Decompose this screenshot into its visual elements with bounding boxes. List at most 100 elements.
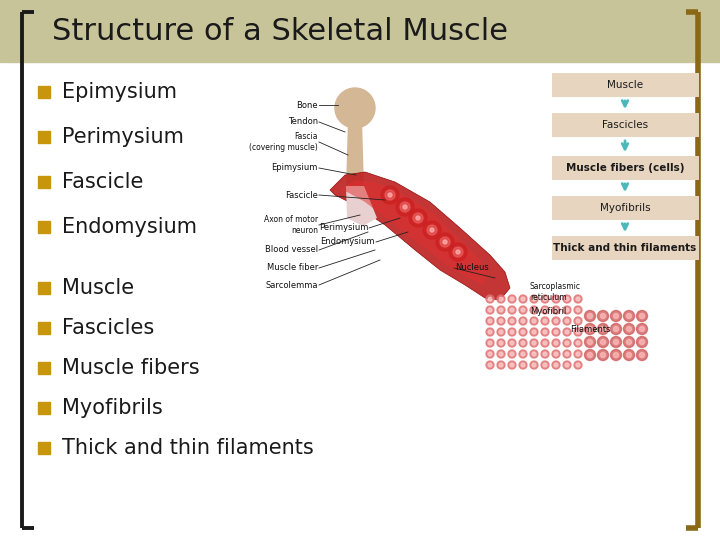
Circle shape xyxy=(565,330,569,334)
Bar xyxy=(0,0,720,62)
Circle shape xyxy=(554,319,558,323)
Circle shape xyxy=(532,319,536,323)
Circle shape xyxy=(499,341,503,345)
Circle shape xyxy=(416,216,420,220)
Text: Perimysium: Perimysium xyxy=(319,224,368,233)
Bar xyxy=(38,322,50,334)
Circle shape xyxy=(554,341,558,345)
Circle shape xyxy=(423,221,441,239)
Circle shape xyxy=(436,233,454,251)
Circle shape xyxy=(611,323,621,334)
Circle shape xyxy=(598,336,608,348)
Circle shape xyxy=(554,308,558,312)
Circle shape xyxy=(530,317,538,325)
Circle shape xyxy=(563,339,571,347)
Circle shape xyxy=(486,295,494,303)
Circle shape xyxy=(585,349,595,361)
Bar xyxy=(38,131,50,143)
Circle shape xyxy=(488,319,492,323)
Circle shape xyxy=(521,363,525,367)
Circle shape xyxy=(499,352,503,356)
Circle shape xyxy=(598,349,608,361)
Circle shape xyxy=(611,349,621,361)
Circle shape xyxy=(574,339,582,347)
Circle shape xyxy=(508,339,516,347)
Circle shape xyxy=(611,310,621,321)
Circle shape xyxy=(543,319,546,323)
Circle shape xyxy=(626,314,631,319)
Circle shape xyxy=(532,330,536,334)
Circle shape xyxy=(532,352,536,356)
Text: Thick and thin filaments: Thick and thin filaments xyxy=(62,438,314,458)
Circle shape xyxy=(554,363,558,367)
Circle shape xyxy=(499,319,503,323)
Circle shape xyxy=(499,297,503,301)
Circle shape xyxy=(510,319,514,323)
Circle shape xyxy=(499,363,503,367)
Circle shape xyxy=(598,310,608,321)
Circle shape xyxy=(508,317,516,325)
FancyBboxPatch shape xyxy=(552,156,698,180)
Text: Blood vessel: Blood vessel xyxy=(265,246,318,254)
Circle shape xyxy=(636,349,647,361)
Circle shape xyxy=(563,306,571,314)
Polygon shape xyxy=(330,172,510,300)
Circle shape xyxy=(565,308,569,312)
Text: Thick and thin filaments: Thick and thin filaments xyxy=(554,243,697,253)
Circle shape xyxy=(510,363,514,367)
Circle shape xyxy=(565,352,569,356)
Circle shape xyxy=(497,350,505,358)
Circle shape xyxy=(519,350,527,358)
Circle shape xyxy=(585,310,595,321)
Circle shape xyxy=(486,306,494,314)
Circle shape xyxy=(611,336,621,348)
Text: Endomysium: Endomysium xyxy=(62,217,197,237)
Circle shape xyxy=(552,328,560,336)
Circle shape xyxy=(563,295,571,303)
Circle shape xyxy=(613,327,618,332)
Circle shape xyxy=(576,363,580,367)
Circle shape xyxy=(396,198,414,216)
Circle shape xyxy=(543,330,546,334)
Circle shape xyxy=(543,363,546,367)
Circle shape xyxy=(521,308,525,312)
Polygon shape xyxy=(340,180,488,285)
Circle shape xyxy=(510,297,514,301)
Circle shape xyxy=(552,295,560,303)
Circle shape xyxy=(613,314,618,319)
Circle shape xyxy=(552,350,560,358)
Text: Myofibrils: Myofibrils xyxy=(62,398,163,418)
Circle shape xyxy=(624,349,634,361)
Circle shape xyxy=(565,319,569,323)
Circle shape xyxy=(563,350,571,358)
Text: Perimysium: Perimysium xyxy=(62,127,184,147)
Text: Epimysium: Epimysium xyxy=(271,164,318,172)
Text: Myofibril: Myofibril xyxy=(530,307,567,316)
Circle shape xyxy=(409,209,427,227)
Circle shape xyxy=(530,350,538,358)
Circle shape xyxy=(413,213,423,223)
Circle shape xyxy=(440,237,450,247)
Circle shape xyxy=(388,193,392,197)
Circle shape xyxy=(381,186,399,204)
Circle shape xyxy=(488,352,492,356)
Circle shape xyxy=(532,341,536,345)
Circle shape xyxy=(576,308,580,312)
Text: Epimysium: Epimysium xyxy=(62,82,177,102)
Circle shape xyxy=(488,363,492,367)
Circle shape xyxy=(497,361,505,369)
Circle shape xyxy=(385,190,395,200)
Circle shape xyxy=(626,353,631,357)
Text: Nucleus: Nucleus xyxy=(455,264,489,273)
Circle shape xyxy=(588,327,593,332)
Circle shape xyxy=(543,341,546,345)
Text: Fascicle: Fascicle xyxy=(285,191,318,199)
Text: Fascicles: Fascicles xyxy=(62,318,154,338)
Circle shape xyxy=(600,340,606,345)
Text: Structure of a Skeletal Muscle: Structure of a Skeletal Muscle xyxy=(52,17,508,45)
Circle shape xyxy=(497,317,505,325)
Circle shape xyxy=(613,353,618,357)
Circle shape xyxy=(510,352,514,356)
Circle shape xyxy=(499,330,503,334)
Text: Sarcolemma: Sarcolemma xyxy=(266,280,318,289)
